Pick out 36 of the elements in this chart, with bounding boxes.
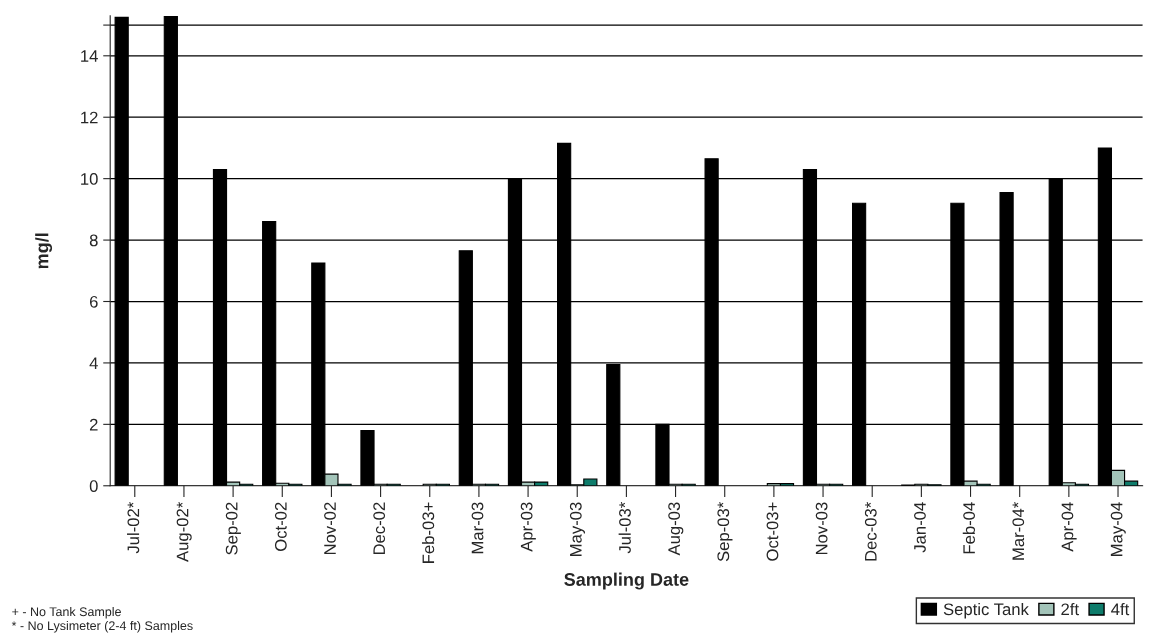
- x-tick-label: Apr-03: [520, 502, 536, 552]
- x-tick-label: Aug-02*: [176, 502, 192, 562]
- y-tick-label: 2: [89, 418, 98, 431]
- x-tick-label: May-04: [1110, 502, 1126, 556]
- y-tick-label: 12: [81, 111, 98, 124]
- y-tick-label: 4: [89, 357, 98, 369]
- x-tick-label: Feb-03+: [421, 502, 435, 563]
- y-tick-label: 8: [89, 234, 98, 247]
- x-axis-title: Sampling Date: [564, 572, 689, 590]
- x-tick-label: Apr-04: [1061, 502, 1077, 552]
- x-tick-label: Oct-03+: [766, 502, 779, 561]
- x-tick-label: Sep-02: [225, 502, 241, 555]
- x-tick-label: Feb-04: [962, 502, 976, 554]
- x-tick-label: May-03: [569, 502, 586, 556]
- y-tick-label: 14: [81, 50, 98, 62]
- text: + - No Tank Sample: [12, 606, 121, 619]
- x-tick-label: Jan-04: [914, 502, 926, 553]
- x-tick-label: Aug-03: [668, 502, 684, 556]
- y-tick-label: 6: [89, 295, 98, 308]
- y-axis-title: mg/l: [35, 233, 53, 269]
- legend-label: Septic Tank: [943, 602, 1029, 619]
- y-tick-label: 10: [81, 173, 98, 185]
- x-tick-label: Mar-03: [471, 502, 484, 554]
- x-tick-label: Mar-04*: [1012, 502, 1025, 560]
- legend-label: 4ft: [1111, 602, 1130, 616]
- y-tick-label: 0: [89, 480, 98, 492]
- text: * - No Lysimeter (2-4 ft) Samples: [11, 620, 193, 633]
- x-tick-label: Jul-02*: [127, 502, 140, 554]
- x-tick-label: Nov-02: [324, 502, 336, 555]
- x-tick-label: Nov-03: [815, 502, 828, 555]
- x-tick-label: Jul-03*: [618, 502, 631, 554]
- x-tick-label: Oct-02: [274, 502, 287, 551]
- x-tick-label: Dec-02: [373, 502, 386, 555]
- x-tick-label: Dec-03*: [864, 502, 877, 561]
- x-tick-label: Sep-03*: [717, 502, 733, 562]
- legend-label: 2ft: [1061, 602, 1079, 616]
